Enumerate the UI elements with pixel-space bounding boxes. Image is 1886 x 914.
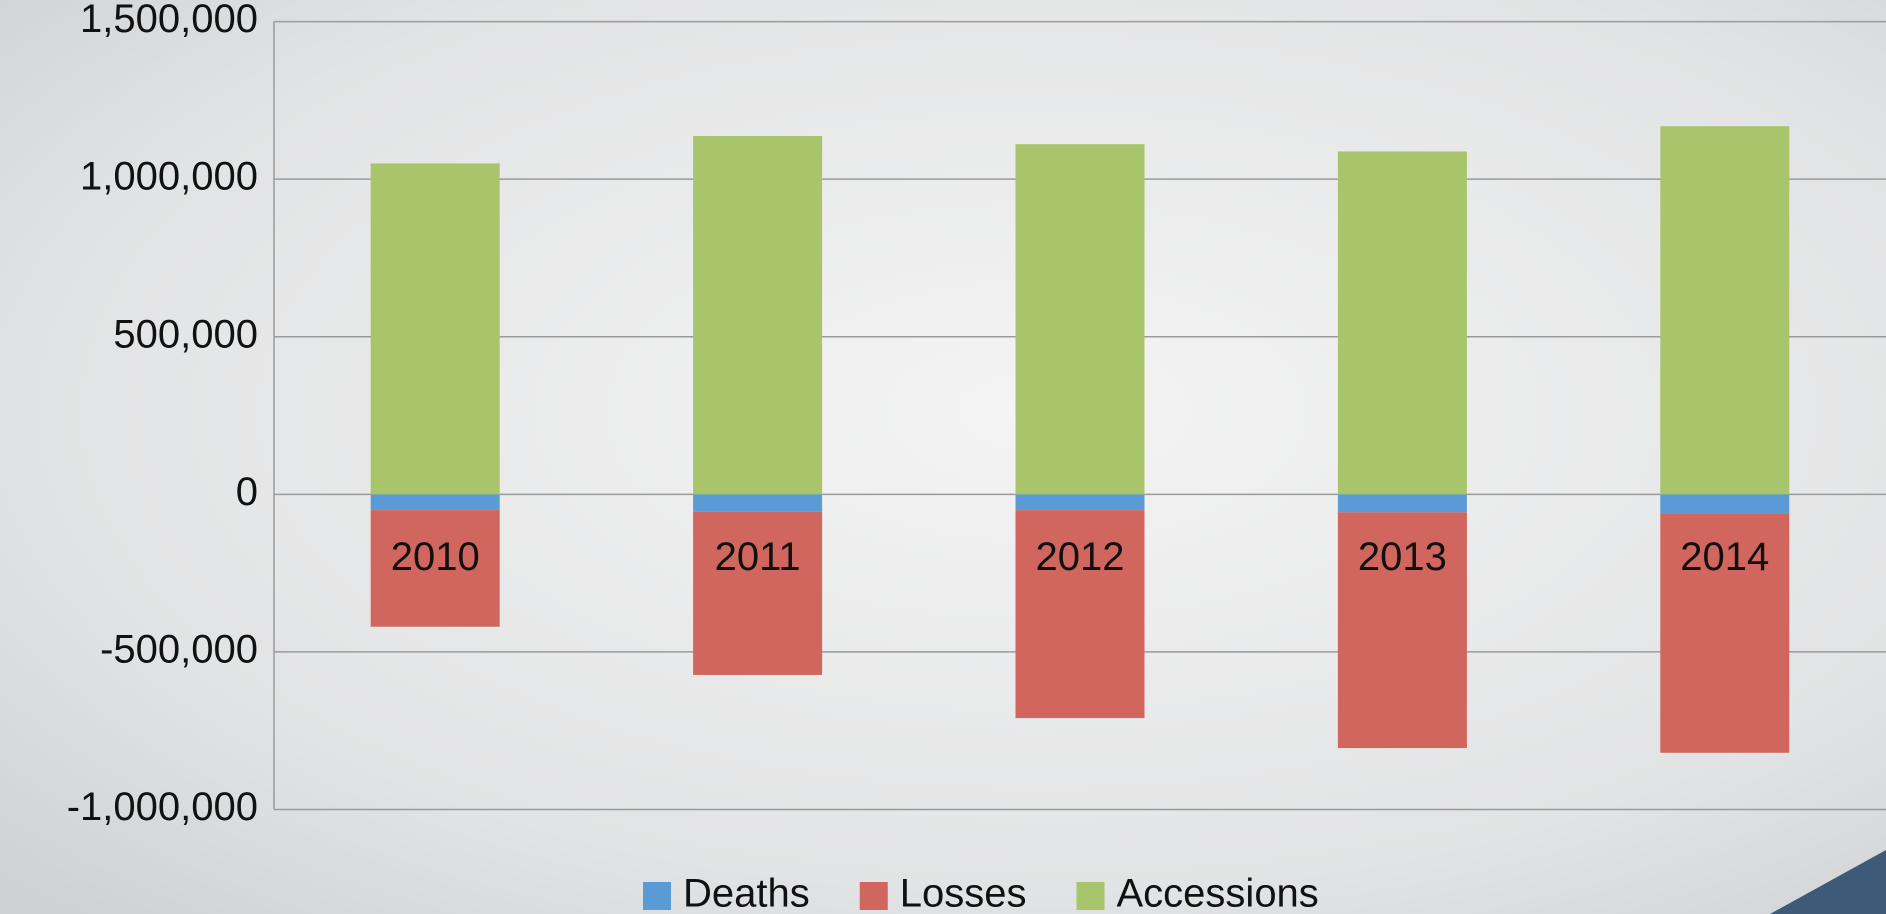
bar-segment bbox=[1337, 494, 1467, 513]
legend-label: Losses bbox=[900, 872, 1027, 914]
bar-segment bbox=[1337, 151, 1467, 495]
bar-segment bbox=[1015, 510, 1145, 719]
x-tick-label: 2013 bbox=[1358, 535, 1447, 579]
y-tick-label: -1,000,000 bbox=[67, 785, 258, 829]
y-tick-label: 1,000,000 bbox=[80, 155, 258, 199]
y-tick-label: 1,500,000 bbox=[80, 0, 258, 41]
legend-swatch bbox=[643, 882, 671, 910]
x-tick-label: 2010 bbox=[391, 535, 480, 579]
bar-segment bbox=[370, 163, 500, 495]
y-tick-label: 0 bbox=[236, 470, 258, 514]
x-tick-label: 2012 bbox=[1036, 535, 1125, 579]
legend-label: Accessions bbox=[1117, 872, 1319, 914]
bar-segment bbox=[370, 510, 500, 627]
bar-segment bbox=[1660, 513, 1790, 753]
legend-swatch bbox=[1076, 882, 1105, 910]
bar-segment bbox=[1015, 494, 1145, 511]
bar-segment bbox=[693, 511, 823, 675]
corner-decoration bbox=[1770, 850, 1886, 914]
legend-swatch bbox=[859, 882, 888, 910]
legend-label: Deaths bbox=[683, 872, 810, 914]
bar-segment bbox=[1660, 126, 1790, 495]
bar-segment bbox=[1015, 144, 1145, 495]
bar-segment bbox=[693, 136, 823, 495]
y-tick-label: -500,000 bbox=[100, 627, 258, 671]
x-tick-label: 2014 bbox=[1680, 535, 1769, 579]
bar-segment bbox=[1337, 512, 1467, 749]
y-tick-label: 500,000 bbox=[113, 312, 258, 356]
bar-segment bbox=[1660, 494, 1790, 514]
bar-segment bbox=[370, 494, 500, 511]
x-tick-label: 2011 bbox=[715, 535, 801, 579]
bar-segment bbox=[693, 494, 823, 512]
